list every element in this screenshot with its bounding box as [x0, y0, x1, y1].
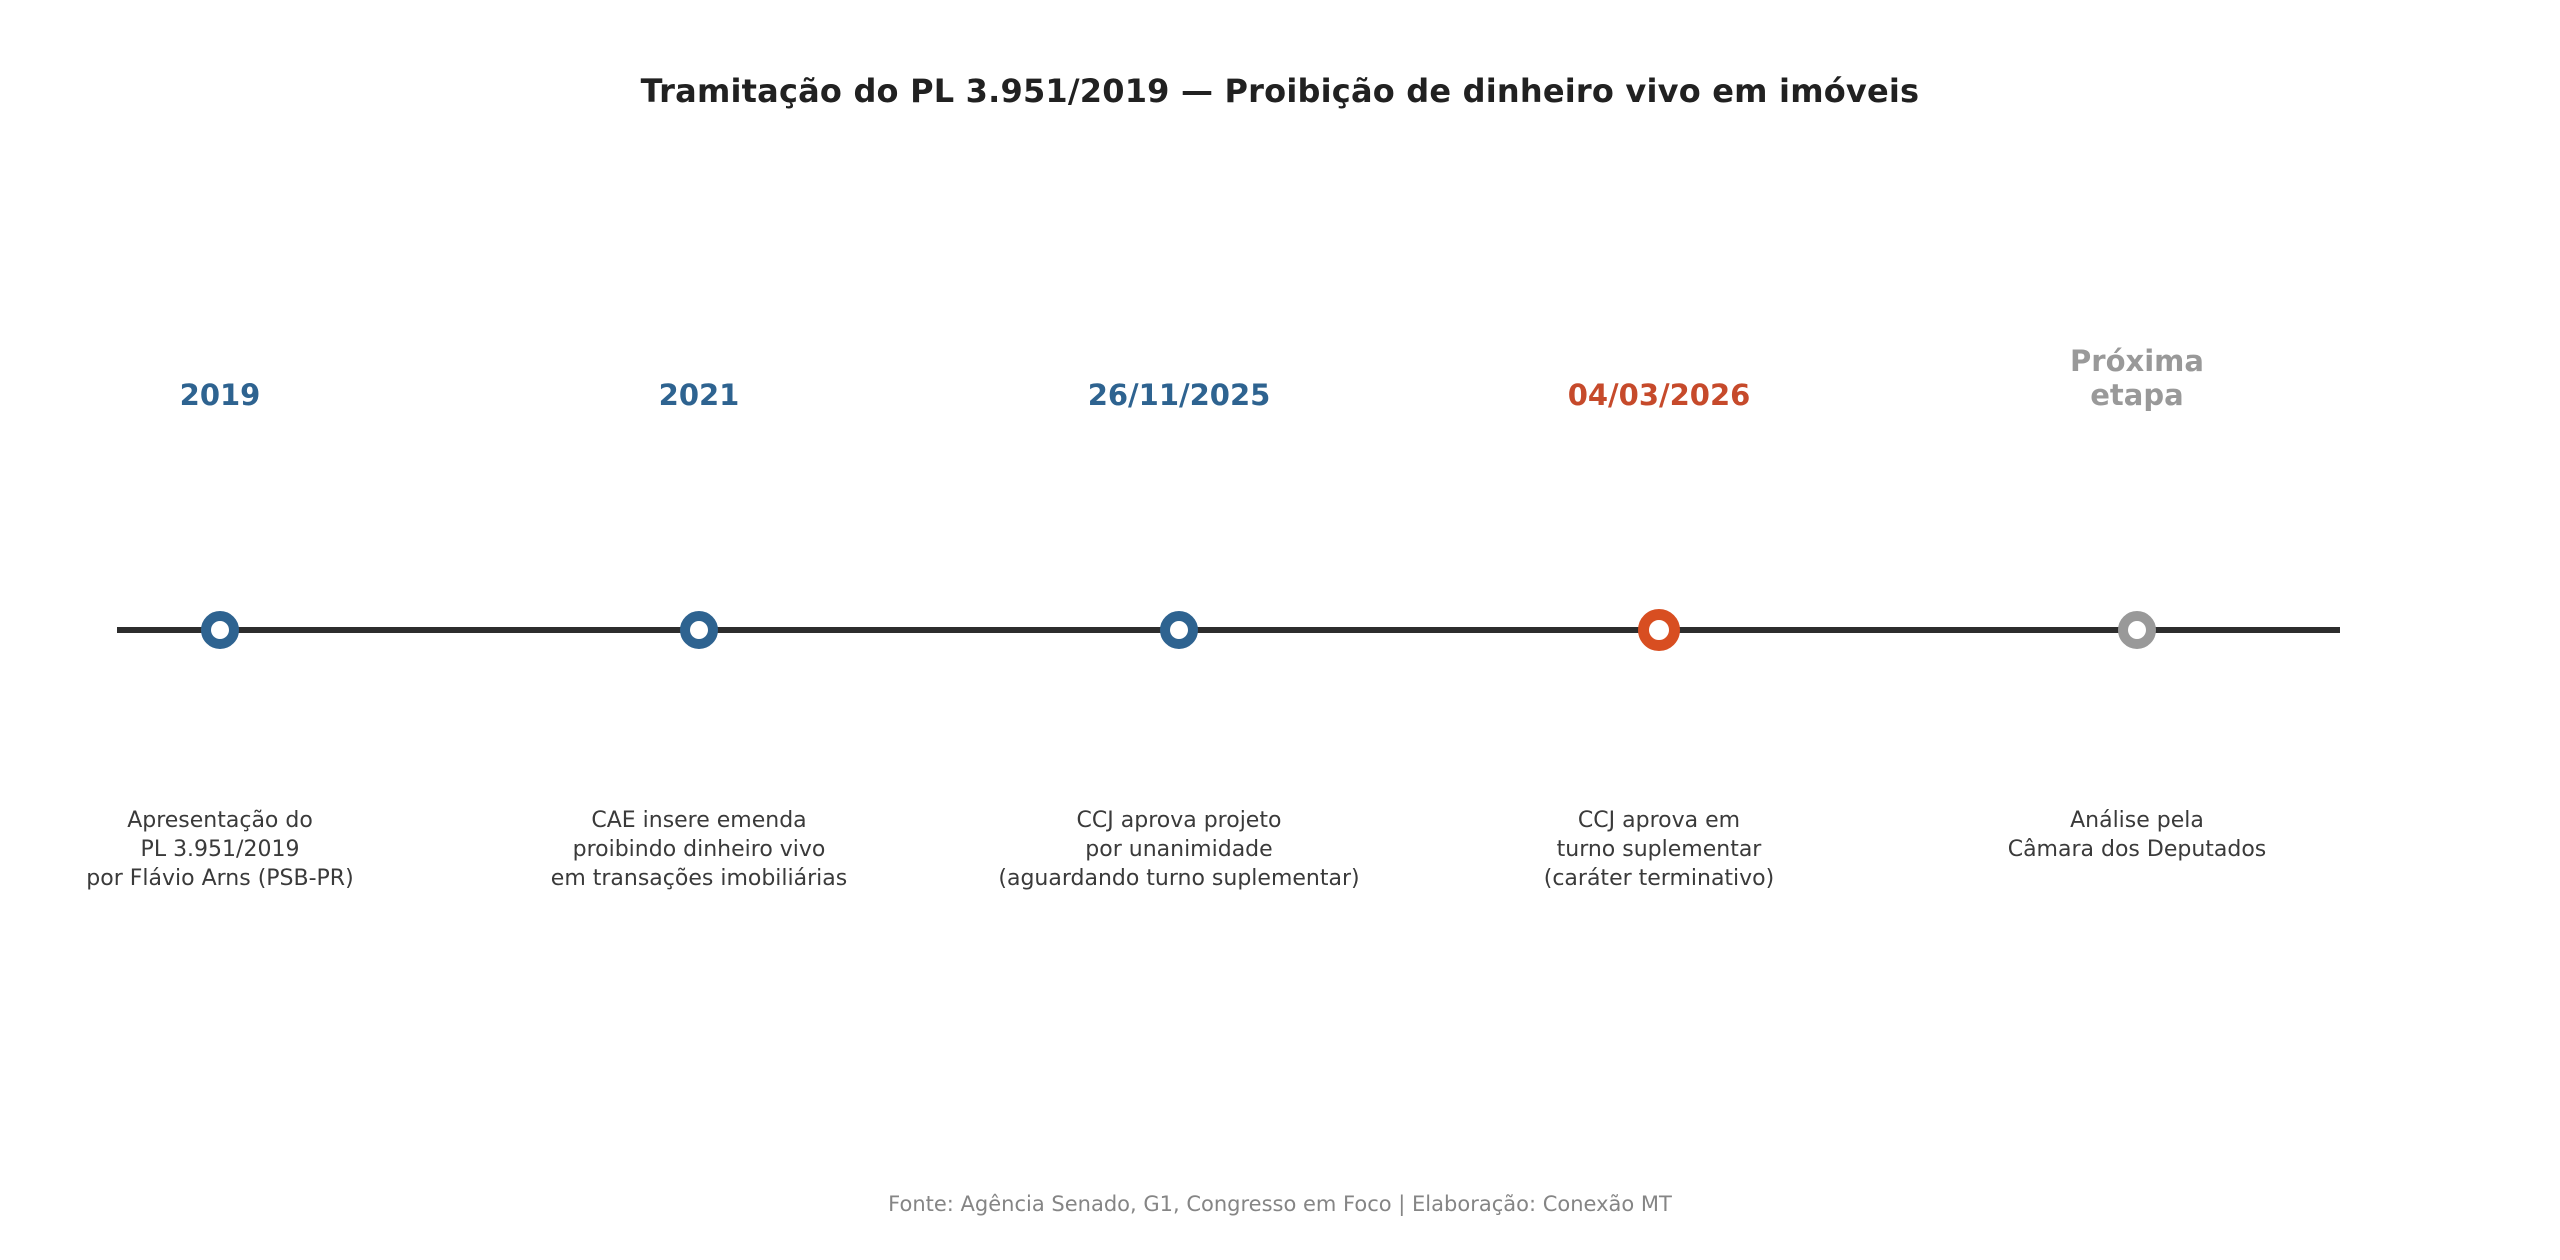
timeline-milestone-2019: 2019 Apresentação do PL 3.951/2019 por F… [0, 0, 450, 1260]
milestone-description: Apresentação do PL 3.951/2019 por Flávio… [86, 808, 354, 891]
milestone-date-label: 26/11/2025 [1087, 377, 1271, 412]
timeline-milestone-proxima-etapa: Próxima etapa Análise pela Câmara dos De… [1907, 0, 2367, 1260]
milestone-dot-icon [201, 611, 239, 649]
milestone-date-label: 2019 [179, 377, 261, 412]
source-credit: Fonte: Agência Senado, G1, Congresso em … [888, 1192, 1672, 1216]
milestone-date-label: Próxima etapa [2070, 343, 2204, 412]
milestone-description: Análise pela Câmara dos Deputados [2007, 808, 2267, 862]
milestone-date-label: 04/03/2026 [1567, 377, 1751, 412]
milestone-dot-icon [1160, 611, 1198, 649]
milestone-dot-icon [2118, 611, 2156, 649]
timeline-milestone-26-11-2025: 26/11/2025 CCJ aprova projeto por unanim… [949, 0, 1409, 1260]
milestone-description: CAE insere emenda proibindo dinheiro viv… [550, 808, 848, 891]
milestone-dot-icon [680, 611, 718, 649]
milestone-date-label: 2021 [658, 377, 740, 412]
timeline-axis [117, 627, 2340, 633]
timeline-milestone-04-03-2026: 04/03/2026 CCJ aprova em turno suplement… [1429, 0, 1889, 1260]
milestone-description: CCJ aprova projeto por unanimidade (agua… [998, 808, 1360, 891]
timeline-milestone-2021: 2021 CAE insere emenda proibindo dinheir… [469, 0, 929, 1260]
milestone-dot-icon [1638, 609, 1680, 651]
page-title: Tramitação do PL 3.951/2019 — Proibição … [640, 72, 1920, 110]
milestone-description: CCJ aprova em turno suplementar (caráter… [1543, 808, 1775, 891]
